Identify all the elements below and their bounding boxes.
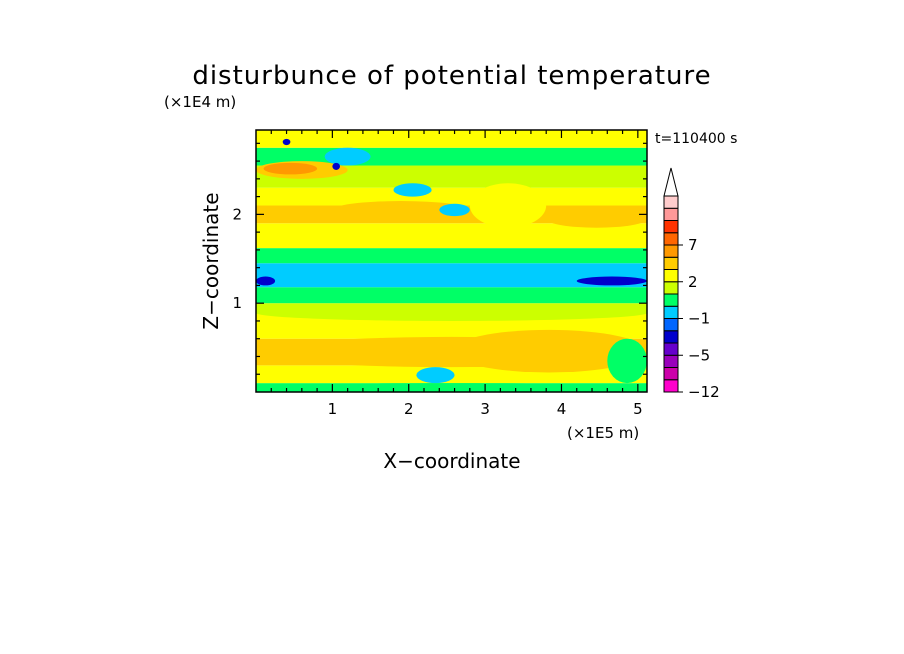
colorbar-box	[663, 281, 679, 295]
field-feature-11	[546, 209, 647, 228]
colorbar-box	[663, 220, 679, 234]
y-axis: 12	[232, 142, 647, 375]
colorbar-box	[663, 354, 679, 368]
field-feature-16	[416, 367, 455, 384]
field-feature-0	[256, 265, 647, 284]
colorbar: −12−5−127	[663, 167, 720, 401]
field-band-11	[256, 165, 647, 188]
field-feature-10	[469, 183, 547, 228]
field-feature-18	[332, 162, 341, 170]
y-unit-label: (×1E4 m)	[164, 93, 236, 111]
field-feature-13	[393, 183, 432, 197]
field-feature-2	[256, 276, 276, 286]
field-feature-14	[439, 203, 470, 217]
x-axis: 1 2 3 4 5	[270, 130, 643, 418]
y-tick-label: 2	[232, 205, 242, 223]
x-tick-label: 1	[328, 400, 338, 418]
y-axis-label: Z−coordinate	[199, 192, 223, 329]
field-feature-19	[282, 138, 291, 146]
colorbar-tick-label: −1	[688, 310, 710, 328]
colorbar-box	[663, 293, 679, 307]
colorbar-box	[663, 269, 679, 283]
x-tick-label: 5	[633, 400, 643, 418]
field-feature-12	[324, 147, 371, 166]
field-feature-4	[450, 329, 647, 373]
colorbar-box	[663, 330, 679, 344]
colorbar-box	[663, 305, 679, 319]
x-axis-label: X−coordinate	[383, 449, 520, 473]
colorbar-box	[663, 318, 679, 332]
time-label: t=110400 s	[655, 131, 737, 147]
field-band-7	[256, 248, 647, 264]
field-feature-8	[263, 162, 318, 175]
field-feature-17	[607, 338, 647, 384]
plot-area	[256, 130, 647, 392]
colorbar-box	[663, 195, 679, 209]
colorbar-tick-label: 2	[688, 273, 698, 291]
field-feature-1	[576, 276, 647, 286]
field-band-5	[256, 287, 647, 304]
chart-title: disturbunce of potential temperature	[192, 61, 711, 91]
colorbar-box	[663, 207, 679, 221]
colorbar-tick-label: −12	[688, 383, 720, 401]
colorbar-tick-label: 7	[688, 236, 698, 254]
x-tick-label: 4	[557, 400, 567, 418]
field-feature-15	[256, 383, 647, 392]
colorbar-tick-label: −5	[688, 346, 710, 364]
colorbar-box	[663, 342, 679, 356]
colorbar-box	[663, 232, 679, 246]
colorbar-box	[663, 256, 679, 270]
y-tick-label: 1	[232, 294, 242, 312]
colorbar-box	[663, 244, 679, 258]
colorbar-extend-arrow	[663, 167, 679, 197]
colorbar-box	[663, 367, 679, 381]
colorbar-box	[663, 379, 679, 393]
field-feature-5	[256, 320, 451, 337]
field-feature-9	[332, 201, 470, 219]
x-tick-label: 2	[404, 400, 414, 418]
field-feature-6	[256, 304, 647, 321]
x-unit-label: (×1E5 m)	[567, 424, 639, 442]
x-tick-label: 3	[480, 400, 490, 418]
plot-frame	[255, 129, 648, 393]
field-band-8	[256, 223, 647, 249]
field-band-13	[256, 130, 647, 148]
field-band-10	[256, 187, 647, 206]
